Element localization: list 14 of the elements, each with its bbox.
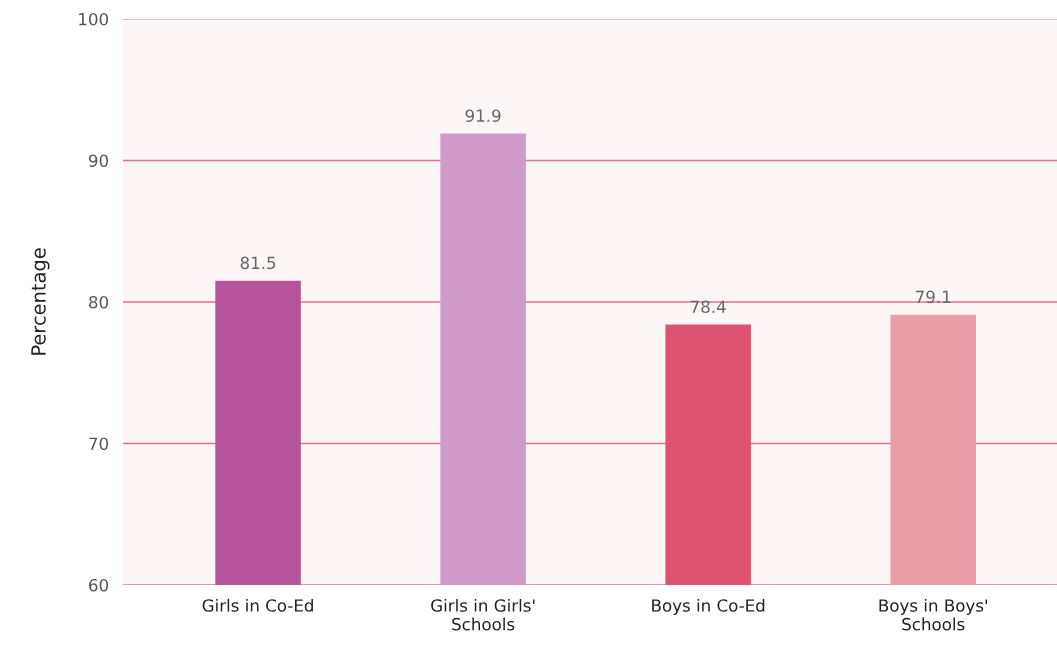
y-tick-label: 80	[89, 295, 109, 309]
y-tick-label: 60	[89, 578, 109, 592]
y-tick-label: 100	[79, 12, 109, 26]
x-tick-label: Girls in Girls' Schools	[431, 598, 535, 631]
y-tick-label: 90	[88, 154, 109, 168]
y-tick-label: 70	[89, 437, 109, 451]
data-label: 91.9	[465, 109, 501, 122]
y-axis-title: Percentage	[31, 248, 50, 355]
data-label: 81.5	[240, 256, 276, 270]
data-label: 79.1	[916, 290, 951, 304]
data-label: 78.4	[690, 300, 726, 314]
x-tick-label: Boys in Co-Ed	[652, 598, 765, 616]
x-tick-label: Girls in Co-Ed	[202, 598, 313, 612]
x-tick-label: Boys in Boys' Schools	[879, 598, 987, 631]
